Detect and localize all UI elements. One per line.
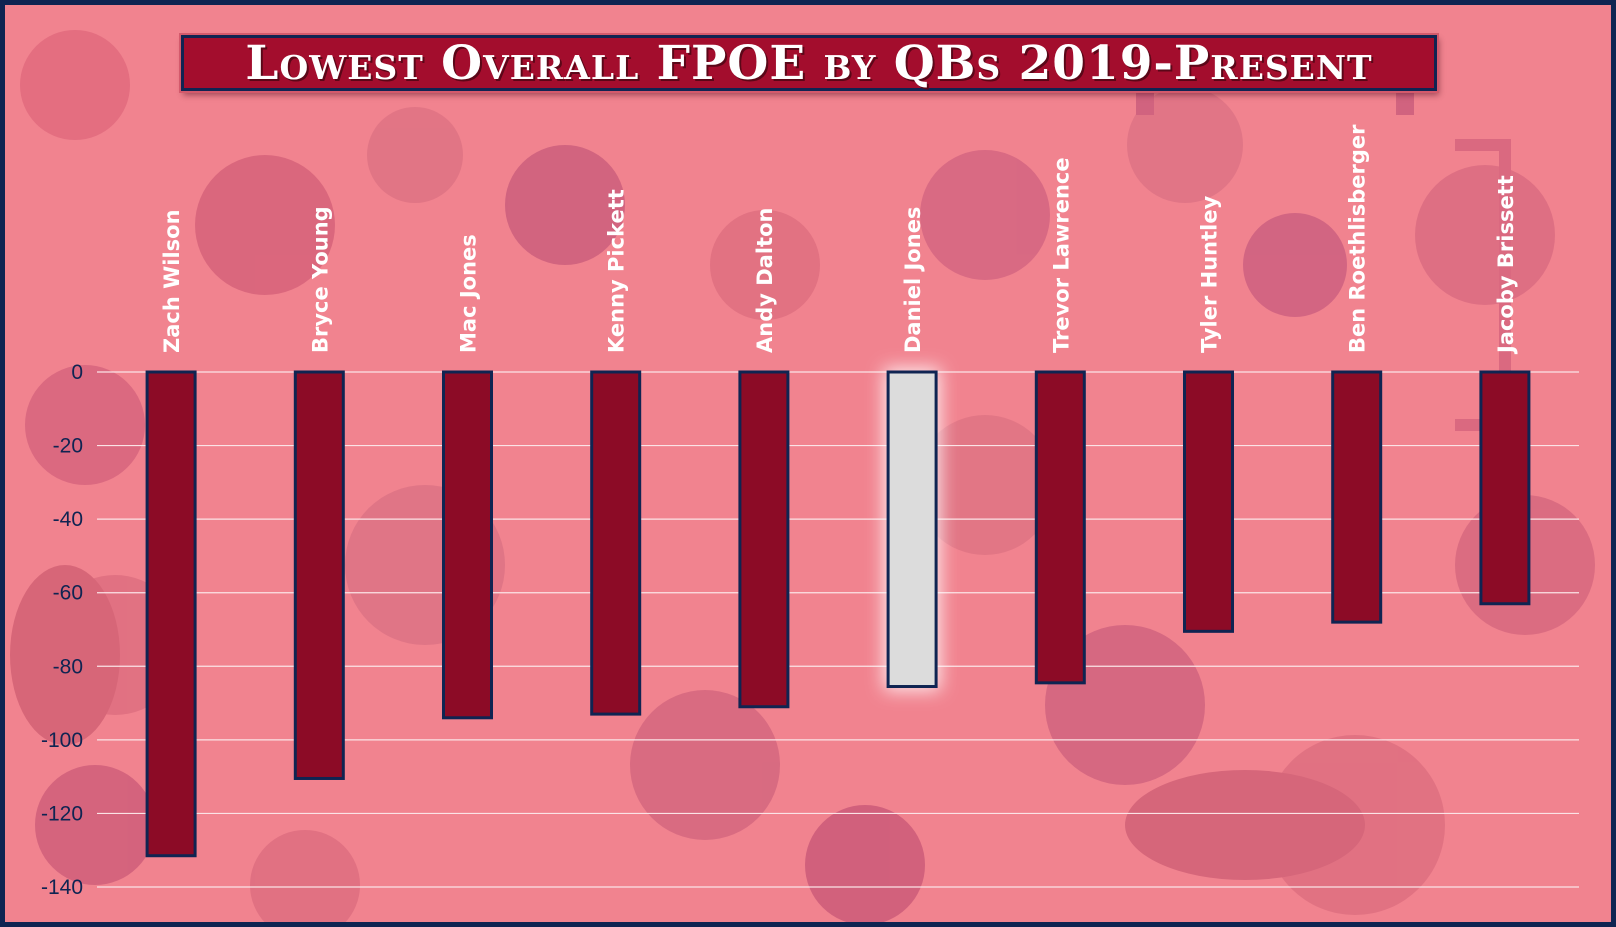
y-tick-label: -120 (41, 802, 83, 825)
y-axis-ticks: 0 -20 -40 -60 -80 -100 -120 -140 (41, 361, 83, 899)
category-label: Tyler Huntley (1198, 195, 1222, 353)
y-tick-label: -60 (53, 582, 83, 605)
category-label: Mac Jones (457, 234, 481, 353)
chart-title-banner: Lowest Overall FPOE by QBs 2019-Present (181, 35, 1437, 91)
bar-ben-roethlisberger (1331, 370, 1383, 624)
y-tick-label: -100 (41, 729, 83, 752)
bar-tyler-huntley (1183, 370, 1234, 633)
category-label: Andy Dalton (753, 208, 777, 353)
y-tick-label: 0 (71, 361, 83, 384)
category-label: Zach Wilson (160, 209, 184, 353)
category-label: Jacoby Brissett (1494, 175, 1518, 355)
y-tick-label: -40 (53, 508, 83, 531)
category-label: Ben Roethlisberger (1346, 124, 1370, 353)
bar-bryce-young (293, 370, 345, 780)
y-tick-label: -80 (53, 655, 83, 678)
bar-chart: 0 -20 -40 -60 -80 -100 -120 -140 Zach Wilson Bry… (41, 124, 1579, 899)
bar-zach-wilson (145, 370, 197, 858)
bar-andy-dalton (738, 370, 790, 709)
bar-trevor-lawrence (1034, 370, 1086, 685)
y-tick-label: -140 (41, 876, 83, 899)
y-tick-label: -20 (53, 435, 83, 458)
bar-jacoby-brissett (1479, 370, 1531, 606)
category-label: Kenny Pickett (605, 189, 629, 353)
bar-mac-jones (442, 370, 493, 720)
category-labels: Zach Wilson Bryce Young Mac Jones Kenny Pic… (160, 124, 1518, 355)
category-label: Daniel Jones (901, 207, 925, 353)
category-label: Bryce Young (308, 206, 332, 353)
bars (145, 368, 1531, 858)
bar-daniel-jones (886, 370, 938, 689)
bar-kenny-pickett (590, 370, 642, 716)
chart-title: Lowest Overall FPOE by QBs 2019-Present (245, 35, 1373, 91)
category-label: Trevor Lawrence (1049, 157, 1073, 353)
